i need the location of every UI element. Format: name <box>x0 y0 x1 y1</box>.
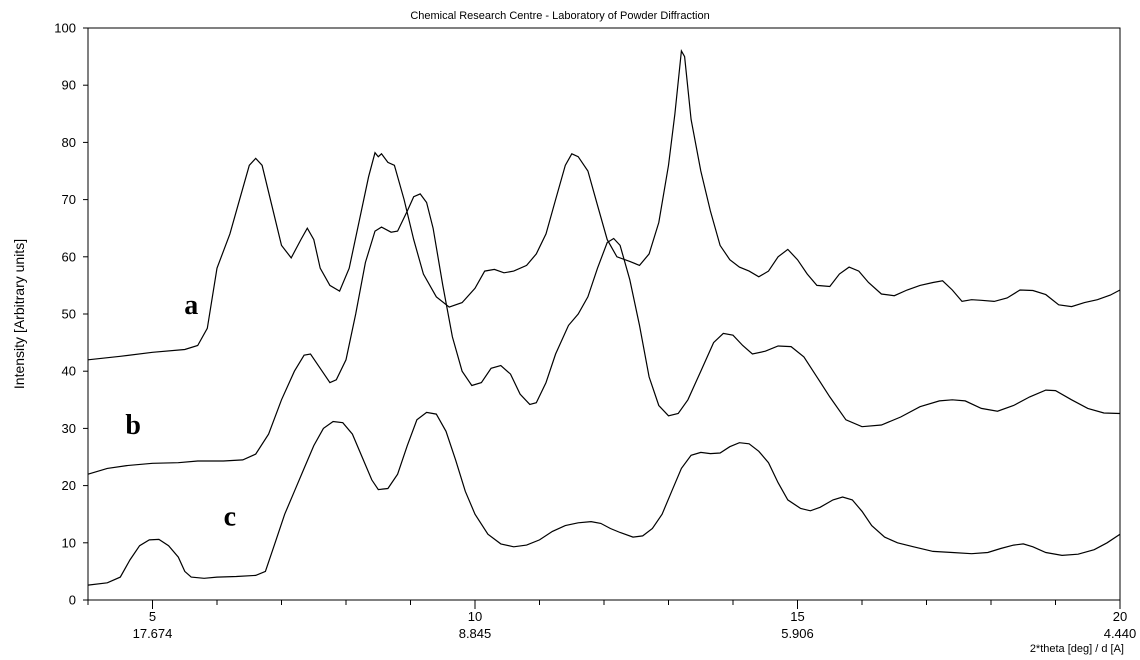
curve-label-c: c <box>224 502 236 533</box>
x-tick-label-theta: 5 <box>149 609 156 624</box>
axes-layer: 0 10 20 30 40 50 60 70 80 90 100 5 17.674 10 8.845 15 5.… <box>54 21 1136 642</box>
y-tick-label: 60 <box>62 249 76 264</box>
x-tick-label-d: 4.440 <box>1104 626 1137 641</box>
x-tick-label-d: 5.906 <box>781 626 814 641</box>
x-tick-label-d: 8.845 <box>459 626 492 641</box>
x-tick-label-d: 17.674 <box>133 626 173 641</box>
curve-label-b: b <box>125 410 141 441</box>
y-tick-label: 30 <box>62 421 76 436</box>
y-tick-label: 100 <box>54 21 76 36</box>
x-axis-label: 2*theta [deg] / d [A] <box>1030 643 1124 655</box>
series-layer <box>87 48 1121 586</box>
x-tick-label-theta: 20 <box>1113 609 1127 624</box>
y-tick-label: 20 <box>62 478 76 493</box>
y-tick-label: 90 <box>62 78 76 93</box>
chart-title: Chemical Research Centre - Laboratory of… <box>410 10 709 22</box>
y-tick-label: 50 <box>62 307 76 322</box>
curve-labels-layer: a b c <box>125 290 236 533</box>
y-tick-label: 70 <box>62 192 76 207</box>
y-tick-label: 0 <box>69 593 76 608</box>
series-line-c <box>87 411 1121 586</box>
y-tick-label: 10 <box>62 535 76 550</box>
y-axis-label: Intensity [Arbitrary units] <box>11 239 27 389</box>
curve-label-a: a <box>184 290 198 321</box>
x-tick-label-theta: 10 <box>468 609 482 624</box>
series-line-a <box>87 48 1121 361</box>
plot-frame <box>87 27 1121 601</box>
y-tick-label: 40 <box>62 364 76 379</box>
y-tick-label: 80 <box>62 135 76 150</box>
x-tick-label-theta: 15 <box>790 609 804 624</box>
series-line-b <box>87 193 1121 475</box>
